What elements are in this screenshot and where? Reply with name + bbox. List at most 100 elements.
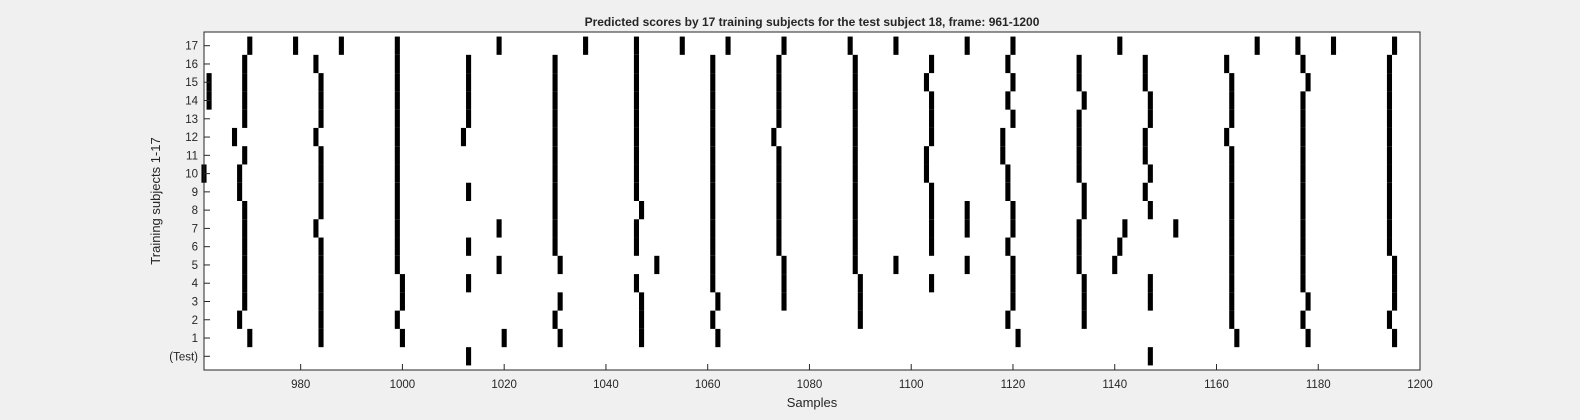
raster-mark-row-3-11 [1229,292,1235,311]
raster-mark-row-9-2 [394,182,400,201]
raster-mark-row-12-7 [771,127,777,147]
raster-mark-row-7-6 [710,219,716,238]
y-tick-label: 13 [185,114,198,126]
raster-mark-row-17-0 [247,36,253,55]
raster-mark-row-17-7 [679,36,685,55]
raster-mark-row-5-7 [781,255,787,275]
raster-mark-row-6-12 [1117,237,1123,256]
raster-mark-row-13-10 [1010,109,1016,128]
raster-mark-row-1-4 [557,328,563,348]
raster-mark-row-7-4 [552,219,558,238]
x-tick-label: 1020 [491,379,517,391]
raster-mark-row-15-9 [852,73,858,92]
raster-mark-row-12-13 [1224,127,1230,147]
raster-mark-row-12-11 [1076,127,1082,147]
raster-mark-row-5-0 [242,255,248,275]
raster-mark-row-2-4 [639,310,645,329]
y-tick-label: 7 [192,223,198,235]
raster-mark-row-7-15 [1229,219,1235,238]
x-tick-label: 1080 [797,379,823,391]
raster-mark-row-3-4 [639,292,645,311]
raster-mark-row-test-0 [466,347,472,366]
raster-mark-row-14-4 [466,91,472,110]
y-tick-label: 11 [186,150,198,162]
raster-mark-row-14-10 [929,91,935,110]
raster-mark-row-9-15 [1386,182,1393,201]
raster-mark-row-11-11 [1142,146,1148,165]
raster-mark-row-15-4 [466,73,472,92]
raster-mark-row-16-3 [466,54,472,74]
raster-mark-row-14-8 [776,91,782,110]
raster-mark-row-13-2 [394,109,400,128]
raster-mark-row-2-10 [1300,310,1306,329]
raster-mark-row-15-1 [242,73,248,92]
raster-mark-row-13-0 [242,109,248,128]
raster-mark-row-6-6 [710,237,716,256]
raster-mark-row-5-15 [1300,255,1306,275]
raster-mark-row-1-10 [1392,328,1398,348]
raster-mark-row-15-12 [1076,73,1082,92]
raster-mark-row-15-11 [1010,73,1016,92]
y-tick-label: 5 [192,260,198,272]
raster-mark-row-7-0 [242,219,248,238]
raster-mark-row-10-11 [1076,164,1082,183]
raster-mark-row-16-11 [1076,54,1082,74]
raster-mark-row-6-8 [852,237,858,256]
raster-mark-row-15-5 [552,73,558,92]
raster-mark-row-3-9 [1081,292,1087,311]
raster-mark-row-17-17 [1330,36,1337,55]
raster-mark-row-1-0 [247,328,253,348]
raster-mark-row-11-6 [776,146,782,165]
raster-mark-row-15-15 [1305,73,1311,92]
raster-mark-row-8-1 [318,201,324,220]
raster-mark-row-7-14 [1173,219,1179,238]
raster-mark-row-14-14 [1229,91,1235,110]
raster-mark-row-10-5 [633,164,640,183]
raster-mark-row-15-6 [633,73,640,92]
raster-mark-row-10-14 [1300,164,1306,183]
raster-mark-row-13-7 [776,109,782,128]
raster-mark-row-17-4 [496,36,502,55]
raster-mark-row-11-3 [552,146,558,165]
raster-mark-row-1-7 [1015,328,1021,348]
raster-mark-row-4-12 [1229,274,1235,293]
raster-mark-row-8-4 [639,201,645,220]
y-tick-label: 1 [192,333,198,345]
raster-mark-row-16-7 [776,54,782,74]
y-tick-label: 17 [185,41,198,53]
raster-mark-row-13-8 [852,109,858,128]
raster-mark-row-8-6 [776,201,782,220]
raster-mark-row-7-12 [1076,219,1082,238]
raster-mark-row-9-14 [1300,182,1306,201]
raster-mark-row-15-14 [1229,73,1235,92]
raster-mark-row-6-5 [633,237,640,256]
raster-mark-row-12-14 [1300,127,1306,147]
raster-mark-row-9-7 [776,182,782,201]
raster-mark-row-7-13 [1122,219,1128,238]
x-tick-label: 1120 [1001,379,1026,391]
raster-mark-row-16-12 [1142,54,1148,74]
chart-title: Predicted scores by 17 training subjects… [585,15,1040,29]
raster-mark-row-2-2 [394,310,400,329]
raster-mark-row-16-0 [242,54,248,74]
raster-mark-row-9-12 [1142,182,1148,201]
raster-mark-row-16-1 [313,54,319,74]
raster-mark-row-5-13 [1112,255,1118,275]
raster-mark-row-4-0 [242,274,248,293]
raster-mark-row-9-4 [552,182,558,201]
raster-mark-row-9-6 [710,182,716,201]
raster-mark-row-12-12 [1142,127,1148,147]
raster-mark-row-13-6 [710,109,716,128]
raster-mark-row-11-7 [852,146,858,165]
plot-frame [203,31,1421,371]
raster-mark-row-7-16 [1300,219,1306,238]
raster-mark-row-11-13 [1300,146,1306,165]
raster-mark-row-17-1 [293,36,299,55]
raster-mark-row-10-6 [710,164,716,183]
raster-mark-row-8-12 [1147,201,1153,220]
raster-mark-row-17-8 [725,36,731,55]
raster-mark-row-1-6 [715,328,721,348]
raster-mark-row-2-7 [1005,310,1011,329]
raster-mark-row-11-2 [394,146,400,165]
raster-mark-row-5-3 [496,255,502,275]
